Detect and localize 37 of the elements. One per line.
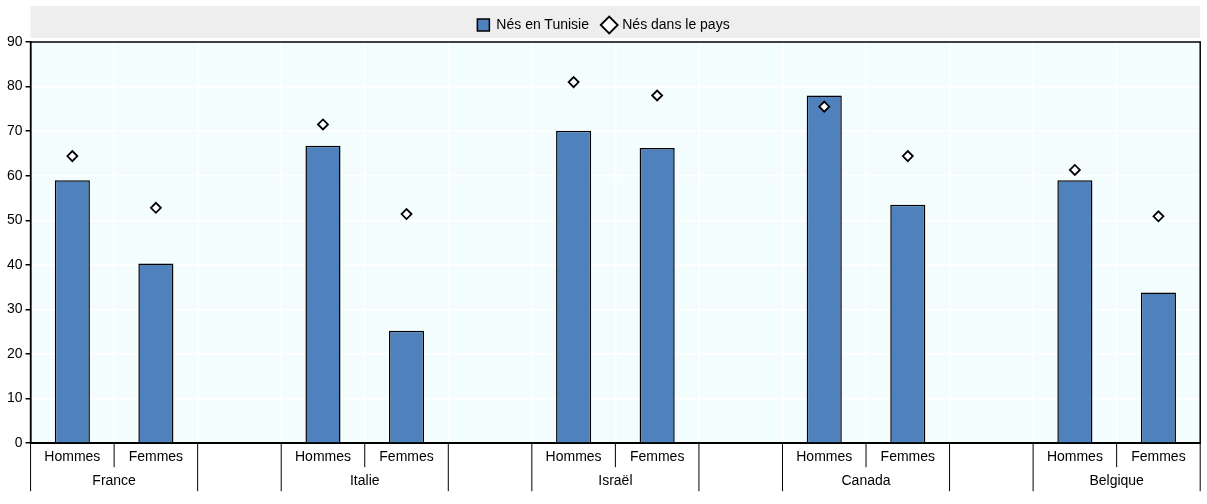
y-tick-label: 90 bbox=[6, 32, 23, 49]
point bbox=[66, 150, 79, 163]
x-tick-label: Hommes bbox=[294, 448, 351, 465]
y-tick-label: 70 bbox=[6, 122, 23, 139]
y-tick-label: 20 bbox=[6, 344, 23, 361]
y-tick-label: 0 bbox=[14, 434, 23, 451]
x-tick-label: Femmes bbox=[128, 448, 184, 465]
point bbox=[567, 76, 580, 89]
x-tick-label: Hommes bbox=[1046, 448, 1103, 465]
point bbox=[400, 208, 413, 220]
point bbox=[149, 201, 162, 214]
legend-label: Nés dans le pays bbox=[622, 15, 730, 32]
x-tick-label: Femmes bbox=[629, 448, 685, 465]
point bbox=[901, 150, 914, 163]
y-tick-label: 50 bbox=[6, 211, 23, 228]
x-tick-label: Femmes bbox=[1131, 448, 1186, 465]
point bbox=[818, 100, 831, 113]
y-tick-label: 60 bbox=[6, 166, 23, 183]
x-tick-label: Hommes bbox=[545, 448, 602, 465]
y-tick-label: 80 bbox=[6, 77, 23, 94]
text: Canada bbox=[841, 472, 891, 489]
point bbox=[317, 118, 329, 131]
text: France bbox=[92, 472, 137, 489]
text: Belgique bbox=[1089, 472, 1145, 489]
x-tick-label: Femmes bbox=[880, 448, 936, 465]
y-tick-label: 30 bbox=[6, 300, 23, 317]
point bbox=[1068, 164, 1081, 176]
x-tick-label: Hommes bbox=[44, 448, 101, 465]
x-tick-label: Femmes bbox=[379, 448, 434, 465]
point bbox=[651, 89, 664, 102]
legend-label: Nés en Tunisie bbox=[496, 15, 590, 32]
y-tick-label: 10 bbox=[6, 389, 23, 406]
y-tick-label: 40 bbox=[6, 255, 23, 272]
point bbox=[1152, 210, 1165, 223]
text: Israël bbox=[598, 472, 633, 489]
text: Italie bbox=[349, 472, 380, 489]
x-tick-label: Hommes bbox=[796, 448, 853, 465]
